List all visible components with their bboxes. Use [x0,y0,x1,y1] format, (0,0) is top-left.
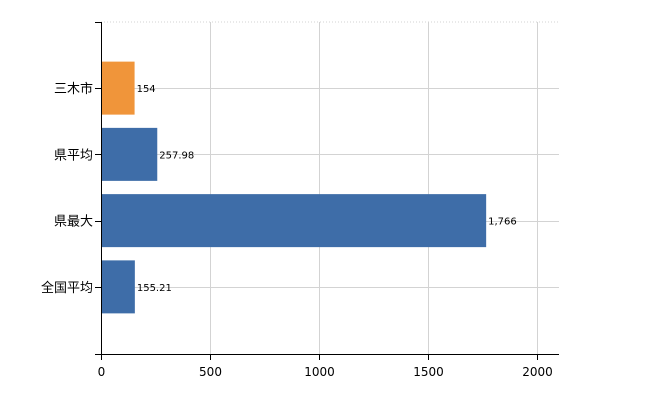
data-label: 154 [137,84,156,95]
category-label: 全国平均 [41,280,93,296]
bar-layer [101,61,487,314]
bar [101,194,487,248]
category-label: 県平均 [54,148,93,163]
x-tick-label: 1000 [304,365,335,379]
bar [101,127,158,181]
x-tick-label: 500 [199,365,222,379]
grid-layer [101,21,559,354]
data-label: 155.21 [137,283,172,294]
x-tick-label: 0 [98,365,106,379]
x-tick-label: 2000 [522,365,553,379]
bar [101,260,135,314]
data-label: 1,766 [488,217,517,228]
axis-layer [95,22,559,360]
category-label: 県最大 [54,215,93,230]
x-tick-label: 1500 [413,365,444,379]
data-label: 257.98 [159,150,194,161]
bar [101,61,135,115]
category-label: 三木市 [54,81,93,97]
